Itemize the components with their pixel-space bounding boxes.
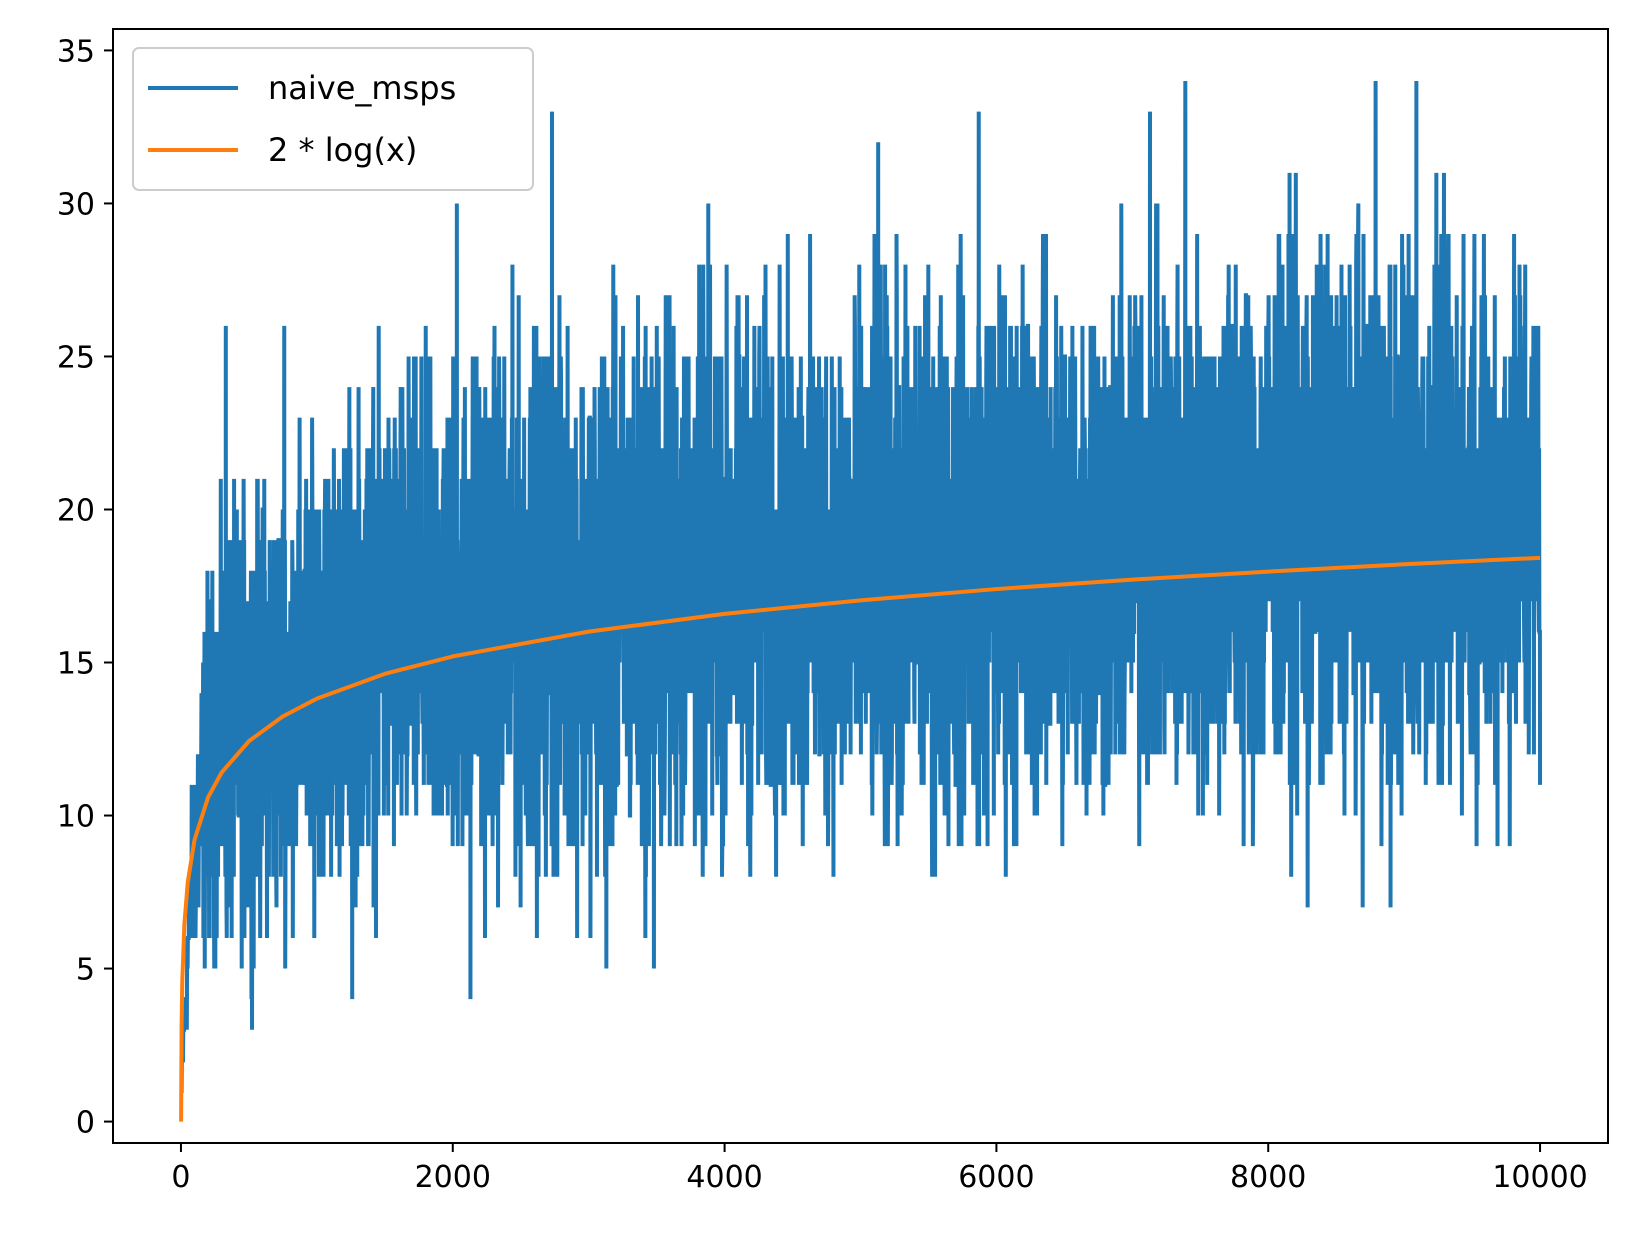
x-tick-label: 8000 bbox=[1230, 1160, 1306, 1195]
legend: naive_msps 2 * log(x) bbox=[132, 47, 534, 191]
legend-frame bbox=[132, 47, 534, 191]
y-tick-label: 5 bbox=[76, 953, 95, 988]
y-tick-label: 35 bbox=[57, 34, 95, 69]
legend-label-2-log-x: 2 * log(x) bbox=[268, 131, 417, 169]
plot-frame bbox=[112, 28, 1609, 1144]
axes-layer: 0 2000 4000 6000 8000 10000 0 5 10 15 20 25 30 35 bbox=[57, 28, 1609, 1195]
y-tick-label: 15 bbox=[57, 647, 95, 682]
x-tick-label: 0 bbox=[171, 1160, 190, 1195]
series-layer bbox=[179, 81, 1543, 1122]
x-tick-label: 2000 bbox=[415, 1160, 491, 1195]
series-naive-msps-line bbox=[179, 81, 1543, 1093]
y-tick-label: 25 bbox=[57, 340, 95, 375]
x-tick-label: 4000 bbox=[686, 1160, 762, 1195]
y-tick-label: 20 bbox=[57, 493, 95, 528]
y-tick-label: 10 bbox=[57, 800, 95, 835]
y-tick-label: 30 bbox=[57, 187, 95, 222]
legend-label-naive-msps: naive_msps bbox=[268, 69, 456, 107]
series-2-log-x-line bbox=[179, 555, 1541, 1122]
x-tick-label: 6000 bbox=[958, 1160, 1034, 1195]
x-tick-label: 10000 bbox=[1492, 1160, 1587, 1195]
y-tick-label: 0 bbox=[76, 1106, 95, 1141]
